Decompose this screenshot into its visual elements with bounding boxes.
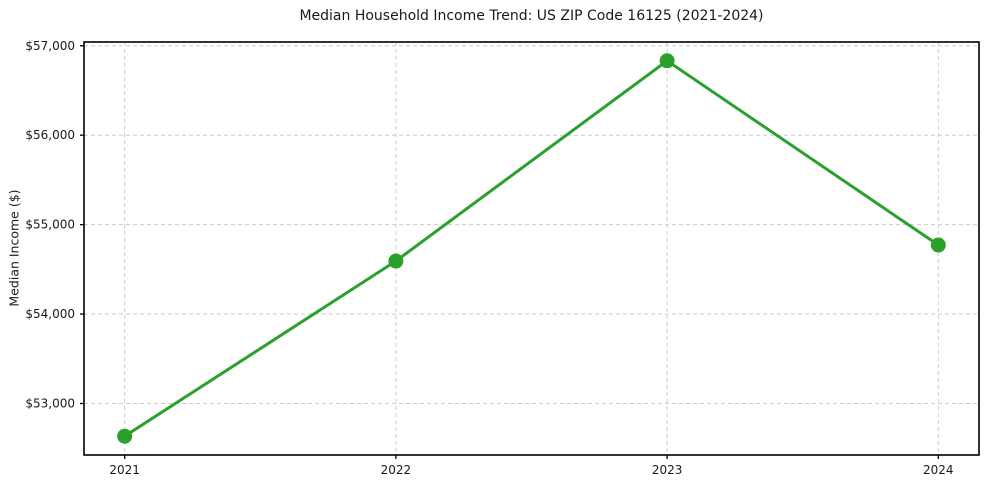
x-tick-label: 2023 [652,463,683,477]
data-point-2021 [117,428,133,444]
chart-title: Median Household Income Trend: US ZIP Co… [299,8,764,24]
income-trend-line [123,58,940,438]
x-tick-label: 2022 [381,463,412,477]
y-tick-label: $53,000 [25,396,75,410]
data-point-2023 [659,53,675,69]
y-tick-label: $55,000 [25,218,75,232]
y-tick-label: $56,000 [25,128,75,142]
y-tick-label: $57,000 [25,39,75,53]
data-point-2024 [930,237,946,253]
plot-border [83,41,980,456]
x-tick-label: 2021 [109,463,140,477]
x-tick-label: 2024 [923,463,954,477]
y-tick-label: $54,000 [25,307,75,321]
data-point-2022 [388,253,404,269]
